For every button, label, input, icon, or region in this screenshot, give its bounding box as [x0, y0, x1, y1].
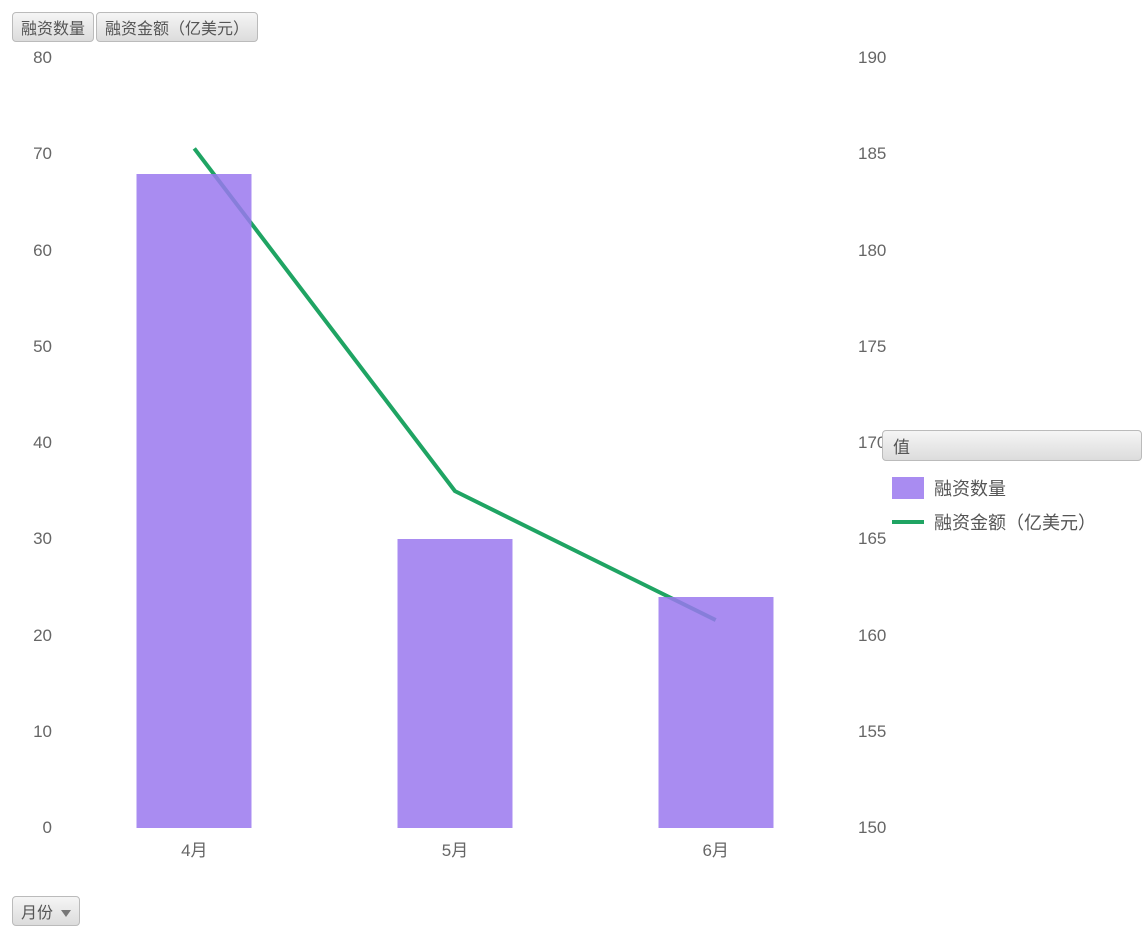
y-right-tick-label: 180 [858, 241, 886, 261]
x-tick-label: 5月 [442, 836, 468, 861]
top-button-group: 融资数量 融资金额（亿美元） [12, 12, 1130, 42]
month-dropdown[interactable]: 月份 [12, 896, 80, 926]
y-left-tick-label: 40 [33, 433, 52, 453]
y-right-tick-label: 175 [858, 337, 886, 357]
y-right-tick-label: 185 [858, 144, 886, 164]
legend-label-line: 融资金额（亿美元） [934, 509, 1096, 535]
legend: 值 融资数量 融资金额（亿美元） [882, 430, 1142, 539]
y-right-tick-label: 190 [858, 48, 886, 68]
x-tick-label: 4月 [181, 836, 207, 861]
y-right-tick-label: 150 [858, 818, 886, 838]
y-left-tick-label: 0 [43, 818, 52, 838]
x-tick-label: 6月 [702, 836, 728, 861]
legend-swatch-bar [892, 477, 924, 499]
bottom-controls: 月份 [12, 896, 1130, 926]
legend-item-bar[interactable]: 融资数量 [882, 471, 1142, 505]
legend-item-line[interactable]: 融资金额（亿美元） [882, 505, 1142, 539]
legend-label-bar: 融资数量 [934, 475, 1006, 501]
y-left-tick-label: 50 [33, 337, 52, 357]
month-dropdown-label: 月份 [21, 905, 53, 922]
legend-swatch-line [892, 520, 924, 524]
y-right-tick-label: 160 [858, 626, 886, 646]
series-toggle-amount[interactable]: 融资金额（亿美元） [96, 12, 258, 42]
bar[interactable] [658, 597, 773, 828]
chart-container: 0102030405060708015015516016517017518018… [12, 50, 1130, 860]
y-left-tick-label: 60 [33, 241, 52, 261]
series-toggle-count[interactable]: 融资数量 [12, 12, 94, 42]
y-right-tick-label: 155 [858, 722, 886, 742]
y-left-tick-label: 20 [33, 626, 52, 646]
y-left-tick-label: 80 [33, 48, 52, 68]
y-left-tick-label: 30 [33, 529, 52, 549]
bar[interactable] [137, 174, 252, 829]
chevron-down-icon [61, 910, 71, 917]
bar[interactable] [398, 539, 513, 828]
y-left-tick-label: 10 [33, 722, 52, 742]
y-left-tick-label: 70 [33, 144, 52, 164]
plot-area: 0102030405060708015015516016517017518018… [60, 58, 850, 828]
legend-title: 值 [882, 430, 1142, 461]
